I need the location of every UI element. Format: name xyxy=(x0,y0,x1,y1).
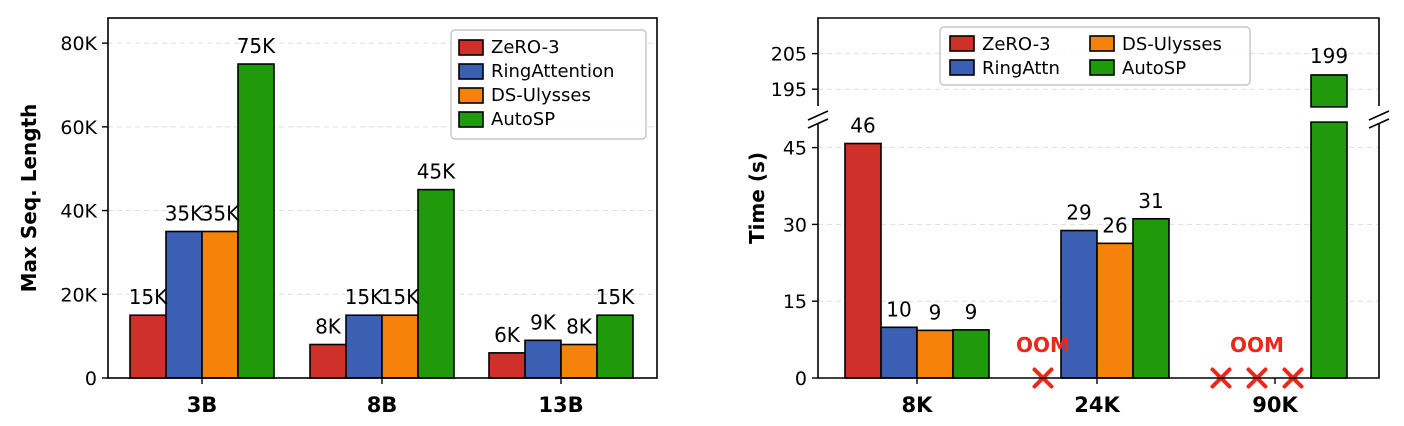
left-y-tick-label: 40K xyxy=(60,201,97,223)
right-category-8k: 8K xyxy=(902,393,934,417)
time-chart: 46 10 9 9 29 26 31 199 OOM OOM 0 15 30 45 195 205 8K 2… xyxy=(745,17,1391,417)
data-label-autosp-24k: 31 xyxy=(1138,189,1163,213)
data-label-dsulysses-8b: 15K xyxy=(381,285,420,309)
bar-autosp-90k-upper xyxy=(1310,74,1348,108)
right-y-tick-label: 30 xyxy=(783,214,807,236)
axis-break-marks xyxy=(806,106,1391,129)
legend-swatch-autosp xyxy=(458,111,484,128)
right-y-axis-label: Time (s) xyxy=(745,152,769,244)
legend-swatch-dsulysses xyxy=(1089,35,1115,52)
bar-dsulysses-3b xyxy=(201,230,239,379)
data-label-autosp-13b: 15K xyxy=(596,285,635,309)
data-label-autosp-8k: 9 xyxy=(965,300,978,324)
data-label-ringattn-24k: 29 xyxy=(1066,201,1091,225)
legend-label-dsulysses: DS-Ulysses xyxy=(1122,34,1222,55)
data-label-zero3-13b: 6K xyxy=(494,323,521,347)
oom-label-90k: OOM xyxy=(1230,333,1284,357)
bar-dsulysses-8k xyxy=(916,329,954,379)
right-y-tick-label: 15 xyxy=(783,291,807,313)
left-y-tick-label: 60K xyxy=(60,117,97,139)
left-y-axis-label: Max Seq. Length xyxy=(17,104,41,293)
legend-swatch-autosp xyxy=(1089,59,1115,76)
data-label-dsulysses-24k: 26 xyxy=(1102,213,1127,237)
right-y-tick-label: 195 xyxy=(771,79,807,101)
right-y-tick-label: 205 xyxy=(771,44,807,66)
legend-label-autosp: AutoSP xyxy=(491,109,555,130)
bar-dsulysses-8b xyxy=(381,314,419,379)
data-label-dsulysses-3b: 35K xyxy=(201,201,240,225)
legend-swatch-zero3 xyxy=(949,35,975,52)
right-lower-frame xyxy=(817,122,1380,379)
legend-label-ringattn: RingAttn xyxy=(982,58,1060,79)
right-upper-frame xyxy=(817,17,1380,107)
bar-ringattention-8b xyxy=(345,314,383,379)
legend-swatch-ringattention xyxy=(458,63,484,80)
bar-autosp-90k-lower xyxy=(1310,121,1348,379)
right-category-24k: 24K xyxy=(1074,393,1120,417)
data-label-autosp-3b: 75K xyxy=(237,34,276,58)
oom-label-24k: OOM xyxy=(1016,333,1070,357)
left-y-tick-label: 80K xyxy=(60,33,97,55)
data-label-ringattn-8k: 10 xyxy=(886,297,911,321)
legend-swatch-dsulysses xyxy=(458,87,484,104)
legend-label-zero3: ZeRO-3 xyxy=(982,34,1051,55)
bar-dsulysses-24k xyxy=(1096,242,1134,379)
legend-label-ringattention: RingAttention xyxy=(491,61,614,82)
legend-swatch-zero3 xyxy=(458,39,484,56)
data-label-zero3-8b: 8K xyxy=(315,315,342,339)
data-label-zero3-8k: 46 xyxy=(850,114,875,138)
data-label-autosp-90k: 199 xyxy=(1310,44,1348,68)
legend-label-zero3: ZeRO-3 xyxy=(491,37,560,58)
bar-ringattention-13b xyxy=(524,339,562,379)
data-label-ringattention-3b: 35K xyxy=(165,201,204,225)
left-y-tick-label: 0 xyxy=(85,368,97,390)
bar-zero3-8b xyxy=(309,343,347,379)
data-label-ringattention-13b: 9K xyxy=(530,310,557,334)
legend-label-dsulysses: DS-Ulysses xyxy=(491,85,591,106)
right-y-tick-label: 0 xyxy=(795,368,807,390)
data-label-ringattention-8b: 15K xyxy=(345,285,384,309)
bar-zero3-8k xyxy=(844,142,882,379)
bar-dsulysses-13b xyxy=(560,343,598,379)
bar-autosp-8b xyxy=(417,188,455,379)
left-y-tick-label: 20K xyxy=(60,284,97,306)
left-category-3b: 3B xyxy=(187,393,218,417)
legend-label-autosp: AutoSP xyxy=(1122,58,1186,79)
right-y-tick-label: 45 xyxy=(783,138,807,160)
right-category-90k: 90K xyxy=(1252,393,1298,417)
bar-autosp-24k xyxy=(1132,217,1170,379)
bar-break-gap xyxy=(1310,107,1348,122)
bar-autosp-13b xyxy=(596,314,634,379)
left-legend: ZeRO-3 RingAttention DS-Ulysses AutoSP xyxy=(450,29,647,140)
right-legend: ZeRO-3 DS-Ulysses RingAttn AutoSP xyxy=(939,26,1251,86)
left-category-8b: 8B xyxy=(367,393,398,417)
bar-autosp-3b xyxy=(237,63,275,379)
bar-zero3-13b xyxy=(488,352,526,379)
bar-ringattention-3b xyxy=(165,230,203,379)
data-label-autosp-8b: 45K xyxy=(417,160,456,184)
data-label-dsulysses-13b: 8K xyxy=(566,315,593,339)
bar-ringattn-8k xyxy=(880,326,918,379)
legend-swatch-ringattn xyxy=(949,59,975,76)
data-label-dsulysses-8k: 9 xyxy=(929,300,942,324)
bar-autosp-8k xyxy=(952,329,990,379)
bar-zero3-3b xyxy=(129,314,167,379)
data-label-zero3-3b: 15K xyxy=(129,285,168,309)
left-category-13b: 13B xyxy=(538,393,583,417)
